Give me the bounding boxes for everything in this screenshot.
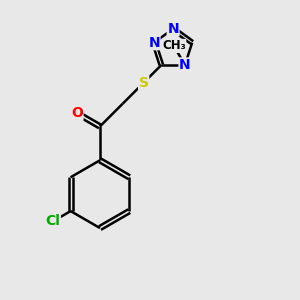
Text: Cl: Cl [45, 214, 60, 228]
Text: N: N [179, 58, 191, 72]
Text: S: S [139, 76, 149, 90]
Text: N: N [148, 36, 160, 50]
Text: O: O [71, 106, 83, 120]
Text: CH₃: CH₃ [162, 39, 186, 52]
Text: N: N [167, 22, 179, 36]
